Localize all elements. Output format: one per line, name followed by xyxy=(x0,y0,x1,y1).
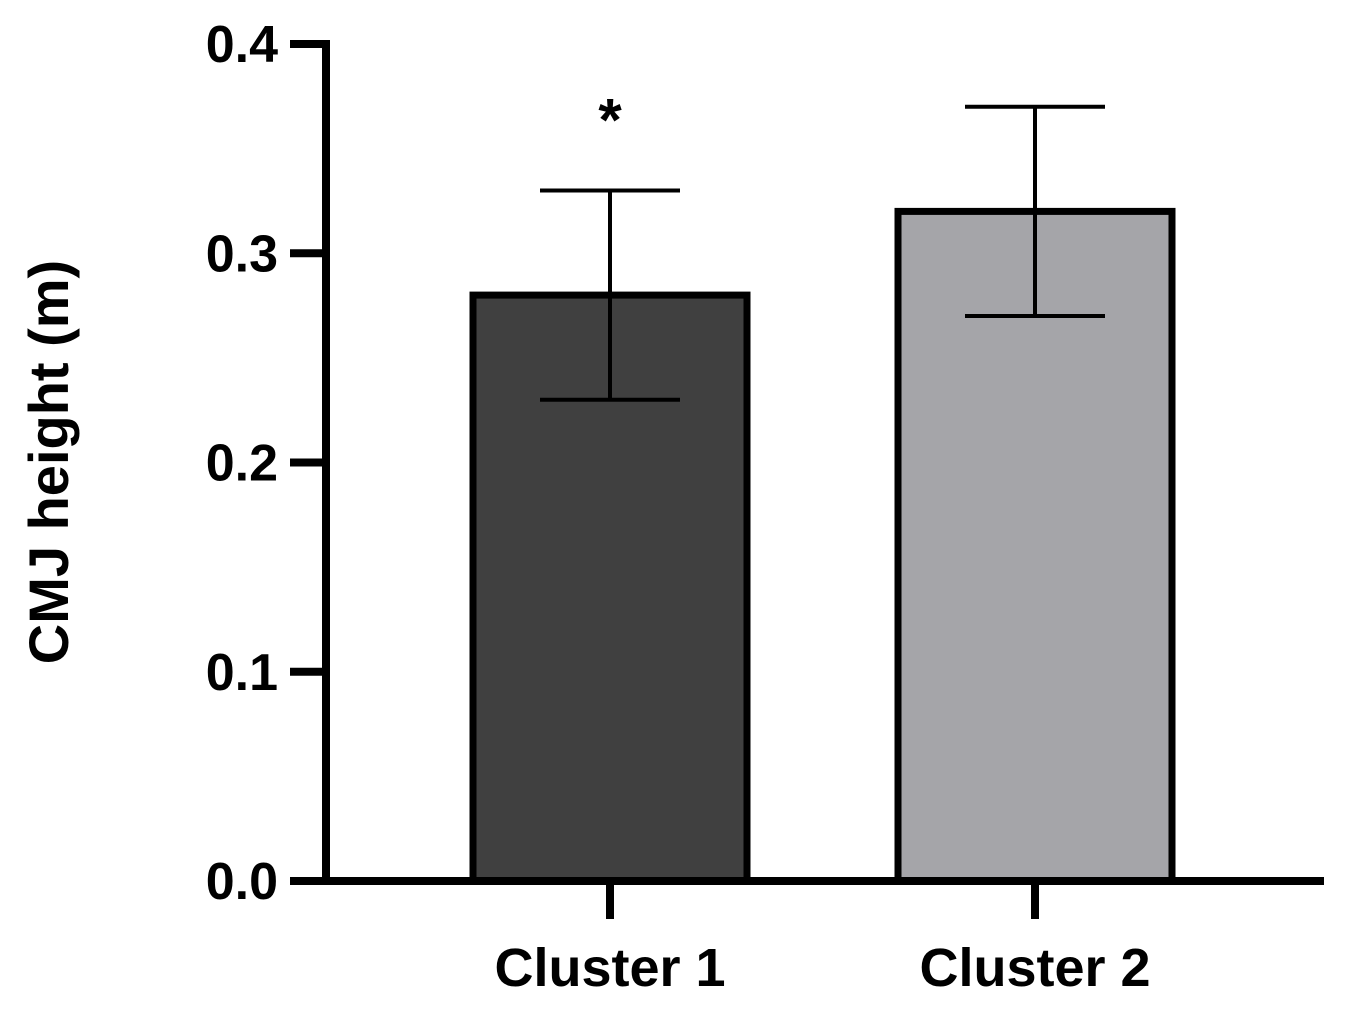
y-tick-label-3: 0.3 xyxy=(206,225,278,283)
y-tick-label-0: 0.0 xyxy=(206,853,278,911)
y-axis-title: CMJ height (m) xyxy=(17,260,80,664)
y-tick-label-1: 0.1 xyxy=(206,644,278,702)
x-tick-label-cluster-1: Cluster 1 xyxy=(494,938,725,998)
y-tick-label-2: 0.2 xyxy=(206,435,278,493)
x-tick-label-cluster-2: Cluster 2 xyxy=(919,938,1150,998)
significance-marker-cluster-1: * xyxy=(598,86,622,153)
y-tick-label-4: 0.4 xyxy=(206,16,278,74)
